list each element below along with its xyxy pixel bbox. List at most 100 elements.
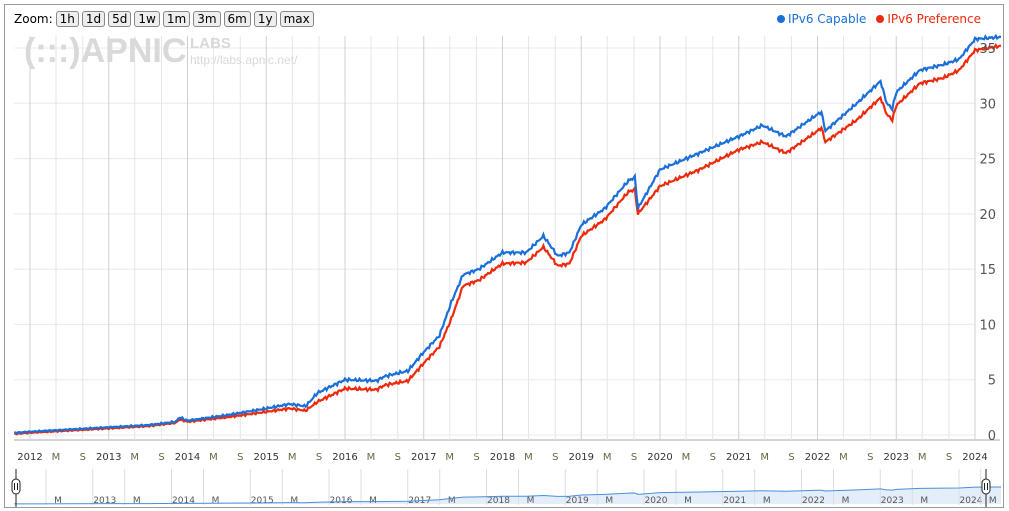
y-tick-label: 10 (979, 318, 996, 333)
legend-dot-icon (776, 15, 785, 23)
y-tick-label: 30 (979, 97, 996, 112)
legend-label: IPv6 Preference (887, 12, 981, 26)
navigator-tick-label: 2015 (251, 496, 274, 506)
y-tick-label: 20 (979, 208, 996, 223)
navigator-tick-label: 2022 (802, 496, 825, 506)
zoom-6m-button[interactable]: 6m (223, 11, 251, 27)
navigator-tick-label: M (920, 496, 928, 506)
navigator-tick-label: 2016 (330, 496, 353, 506)
navigator-tick-label: M (133, 496, 141, 506)
legend-item-preference[interactable]: IPv6 Preference (876, 12, 981, 26)
navigator-left-handle[interactable] (11, 478, 21, 495)
navigator-tick-label: 2021 (723, 496, 746, 506)
x-tick-label: S (316, 452, 322, 463)
x-tick-label: 2019 (569, 452, 594, 463)
x-tick-label: S (631, 452, 637, 463)
x-tick-label: S (867, 452, 873, 463)
apnic-logo: (:::)APNIC (24, 32, 186, 70)
x-tick-label: S (552, 452, 558, 463)
navigator-tick-label: M (212, 496, 220, 506)
navigator-tick-label: 2024 (960, 496, 983, 506)
navigator-line (14, 486, 1001, 505)
navigator-tick-label: 2018 (487, 496, 510, 506)
navigator-tick-label: M (842, 496, 850, 506)
x-tick-label: 2024 (962, 452, 987, 463)
zoom-bar: Zoom: 1h 1d 5d 1w 1m 3m 6m 1y max (14, 11, 314, 27)
navigator-tick-label: M (527, 496, 535, 506)
x-tick-label: 2022 (805, 452, 830, 463)
navigator-tick-label: 2014 (172, 496, 195, 506)
x-tick-label: S (158, 452, 164, 463)
x-tick-label: S (473, 452, 479, 463)
zoom-1y-button[interactable]: 1y (253, 11, 277, 27)
grip-icon (984, 483, 988, 490)
x-tick-label: M (288, 452, 297, 463)
x-tick-label: M (130, 452, 139, 463)
navigator-tick-label: M (290, 496, 298, 506)
grip-icon (14, 483, 18, 490)
x-tick-label: M (209, 452, 218, 463)
chart-frame (4, 4, 1004, 508)
navigator-tick-label: M (54, 496, 62, 506)
x-tick-label: S (788, 452, 794, 463)
series-line-ipv6-preference (14, 42, 1002, 436)
x-tick-label: M (524, 452, 533, 463)
x-tick-label: 2013 (96, 452, 121, 463)
zoom-max-button[interactable]: max (279, 11, 314, 27)
zoom-1m-button[interactable]: 1m (162, 11, 191, 27)
x-tick-label: M (839, 452, 848, 463)
legend-label: IPv6 Capable (787, 12, 867, 26)
x-tick-label: M (760, 452, 769, 463)
legend-dot-icon (876, 15, 885, 23)
zoom-label: Zoom: (14, 12, 53, 26)
x-tick-label: 2021 (726, 452, 751, 463)
legend-item-capable[interactable]: IPv6 Capable (776, 12, 867, 26)
x-tick-label: M (52, 452, 61, 463)
navigator-tick-label: M (763, 496, 771, 506)
x-tick-label: M (682, 452, 691, 463)
navigator-tick-label: 2020 (645, 496, 668, 506)
x-tick-label: S (710, 452, 716, 463)
navigator-tick-label: 2023 (881, 496, 904, 506)
x-tick-label: M (445, 452, 454, 463)
labs-url: http://labs.apnic.net/ (190, 53, 298, 67)
y-tick-label: 15 (979, 263, 996, 278)
legend: IPv6 Capable IPv6 Preference (776, 12, 981, 26)
x-tick-label: 2012 (17, 452, 42, 463)
x-tick-label: 2014 (175, 452, 200, 463)
navigator-tick-label: M (989, 496, 997, 506)
x-tick-label: 2015 (254, 452, 279, 463)
zoom-3m-button[interactable]: 3m (193, 11, 221, 27)
y-tick-label: 25 (979, 153, 996, 168)
x-tick-label: M (603, 452, 612, 463)
labs-text: LABS (190, 35, 231, 52)
x-tick-label: M (918, 452, 927, 463)
x-tick-label: S (946, 452, 952, 463)
x-tick-label: 2020 (647, 452, 672, 463)
zoom-1d-button[interactable]: 1d (81, 11, 106, 27)
x-tick-label: M (367, 452, 376, 463)
x-tick-label: S (80, 452, 86, 463)
x-tick-label: S (237, 452, 243, 463)
zoom-5d-button[interactable]: 5d (108, 11, 132, 27)
navigator-tick-label: M (605, 496, 613, 506)
x-tick-label: S (395, 452, 401, 463)
x-tick-label: 2017 (411, 452, 436, 463)
navigator-right-handle[interactable] (981, 478, 991, 495)
y-tick-label: 5 (988, 374, 996, 389)
zoom-1h-button[interactable]: 1h (55, 11, 79, 27)
x-tick-label: 2018 (490, 452, 515, 463)
y-tick-label: 35 (979, 42, 996, 57)
navigator-tick-label: M (684, 496, 692, 506)
series-line-ipv6-capable (14, 33, 1002, 435)
navigator-tick-label: 2019 (566, 496, 589, 506)
x-tick-label: 2023 (884, 452, 909, 463)
x-tick-label: 2016 (332, 452, 357, 463)
watermark: (:::)APNIC LABS http://labs.apnic.net/ (24, 32, 298, 70)
navigator-tick-label: M (448, 496, 456, 506)
zoom-1w-button[interactable]: 1w (134, 11, 160, 27)
navigator-tick-label: 2013 (93, 496, 116, 506)
navigator-tick-label: M (369, 496, 377, 506)
